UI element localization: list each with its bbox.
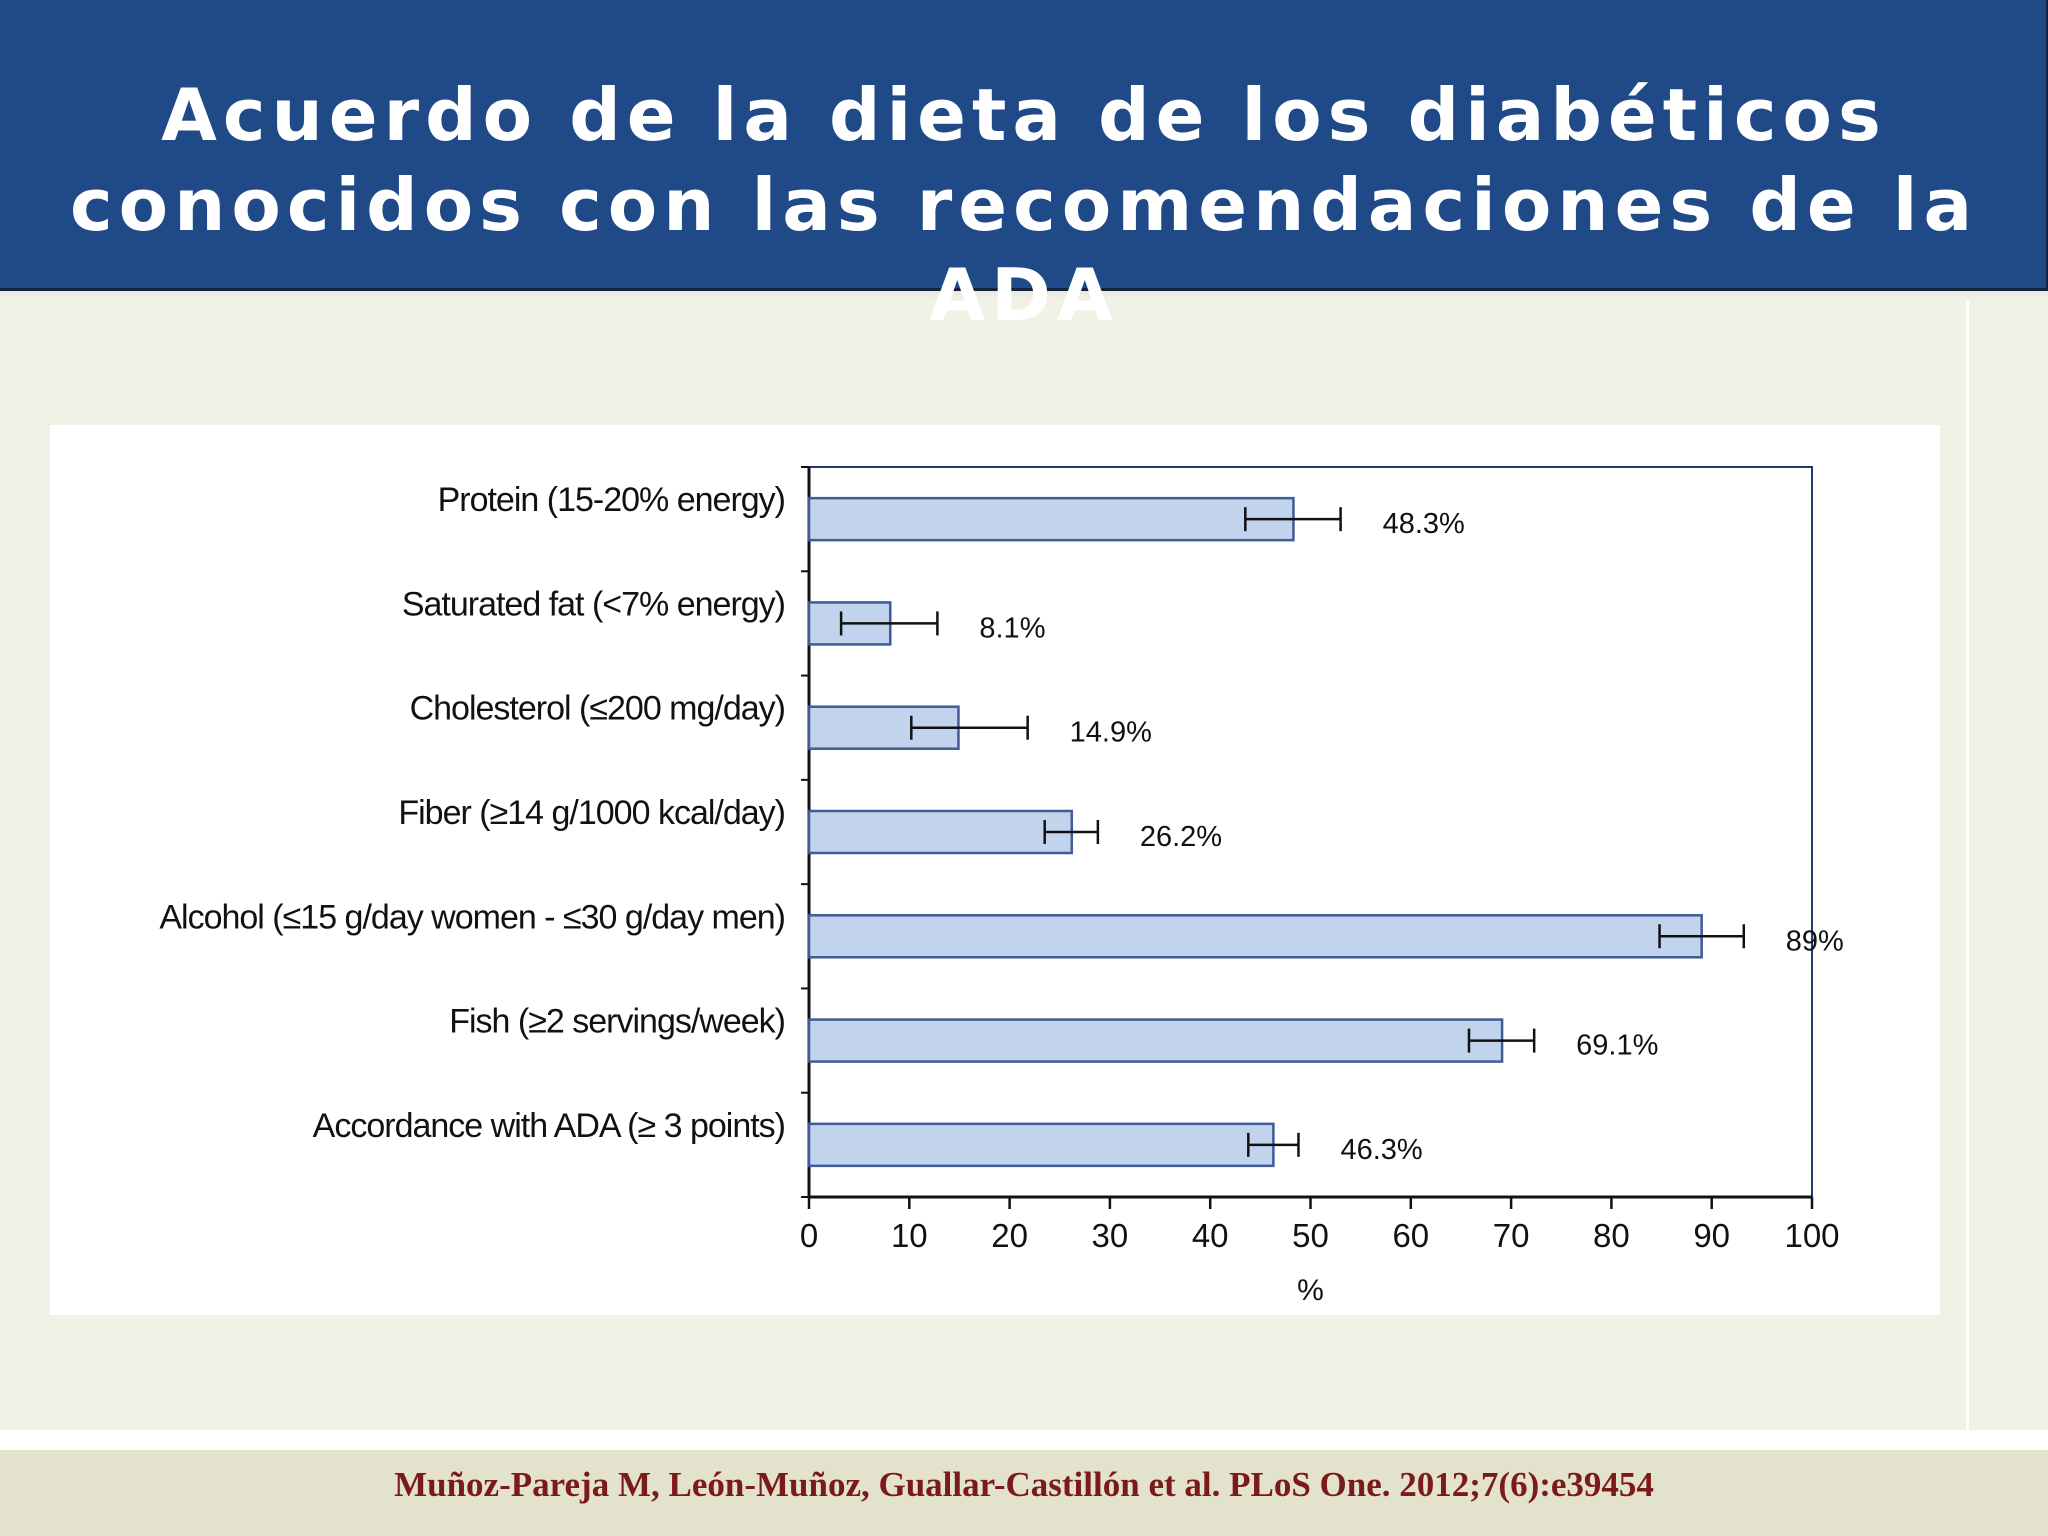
slide-title-line-2: conocidos con las recomendaciones de la [69, 163, 1979, 247]
value-label: 26.2% [1140, 821, 1222, 853]
title-banner-shadow [0, 291, 2048, 299]
bar [807, 1018, 1504, 1063]
bar-chart: Protein (15-20% energy) 48.3% Saturated fa… [159, 466, 1844, 1307]
footer-divider [0, 1430, 2048, 1450]
x-tick-label: 80 [1593, 1217, 1630, 1254]
x-tick-label: 90 [1693, 1217, 1730, 1254]
x-tick-label: 100 [1784, 1217, 1839, 1254]
x-tick-label: 20 [991, 1217, 1028, 1254]
category-label: Saturated fat (<7% energy) [402, 585, 785, 623]
x-tick-label: 40 [1192, 1217, 1229, 1254]
value-label: 48.3% [1383, 508, 1465, 540]
value-label: 14.9% [1070, 717, 1152, 749]
bar [807, 914, 1703, 959]
value-label: 89% [1786, 925, 1844, 957]
bar [807, 809, 1074, 855]
citation: Muñoz-Pareja M, León-Muñoz, Guallar-Cast… [394, 1465, 1654, 1504]
value-label: 69.1% [1576, 1030, 1658, 1062]
value-label: 46.3% [1340, 1134, 1422, 1166]
category-label: Alcohol (≤15 g/day women - ≤30 g/day men… [159, 898, 785, 936]
x-tick-label: 0 [800, 1217, 818, 1254]
category-label: Fish (≥2 servings/week) [449, 1003, 785, 1041]
slide-title-line-1: Acuerdo de la dieta de los diabéticos [161, 73, 1887, 157]
x-tick-label: 50 [1292, 1217, 1329, 1254]
footer-band [0, 1450, 2048, 1536]
category-label: Fiber (≥14 g/1000 kcal/day) [398, 794, 785, 832]
right-divider [1966, 300, 1969, 1430]
category-label: Accordance with ADA (≥ 3 points) [313, 1107, 785, 1145]
x-axis-title: % [1297, 1274, 1324, 1307]
x-tick-label: 30 [1092, 1217, 1129, 1254]
x-tick-label: 70 [1493, 1217, 1530, 1254]
bar [807, 1122, 1275, 1168]
category-label: Cholesterol (≤200 mg/day) [410, 690, 785, 728]
category-label: Protein (15-20% energy) [438, 481, 785, 519]
x-tick-label: 10 [891, 1217, 928, 1254]
chart-panel: Protein (15-20% energy) 48.3% Saturated fa… [50, 425, 1940, 1315]
value-label: 8.1% [979, 612, 1045, 644]
slide-title: Acuerdo de la dieta de los diabéticos co… [0, 70, 2048, 340]
x-tick-label: 60 [1392, 1217, 1429, 1254]
title-banner [0, 0, 2048, 291]
slide-title-line-3: ADA [929, 253, 1119, 337]
bar [807, 496, 1295, 542]
